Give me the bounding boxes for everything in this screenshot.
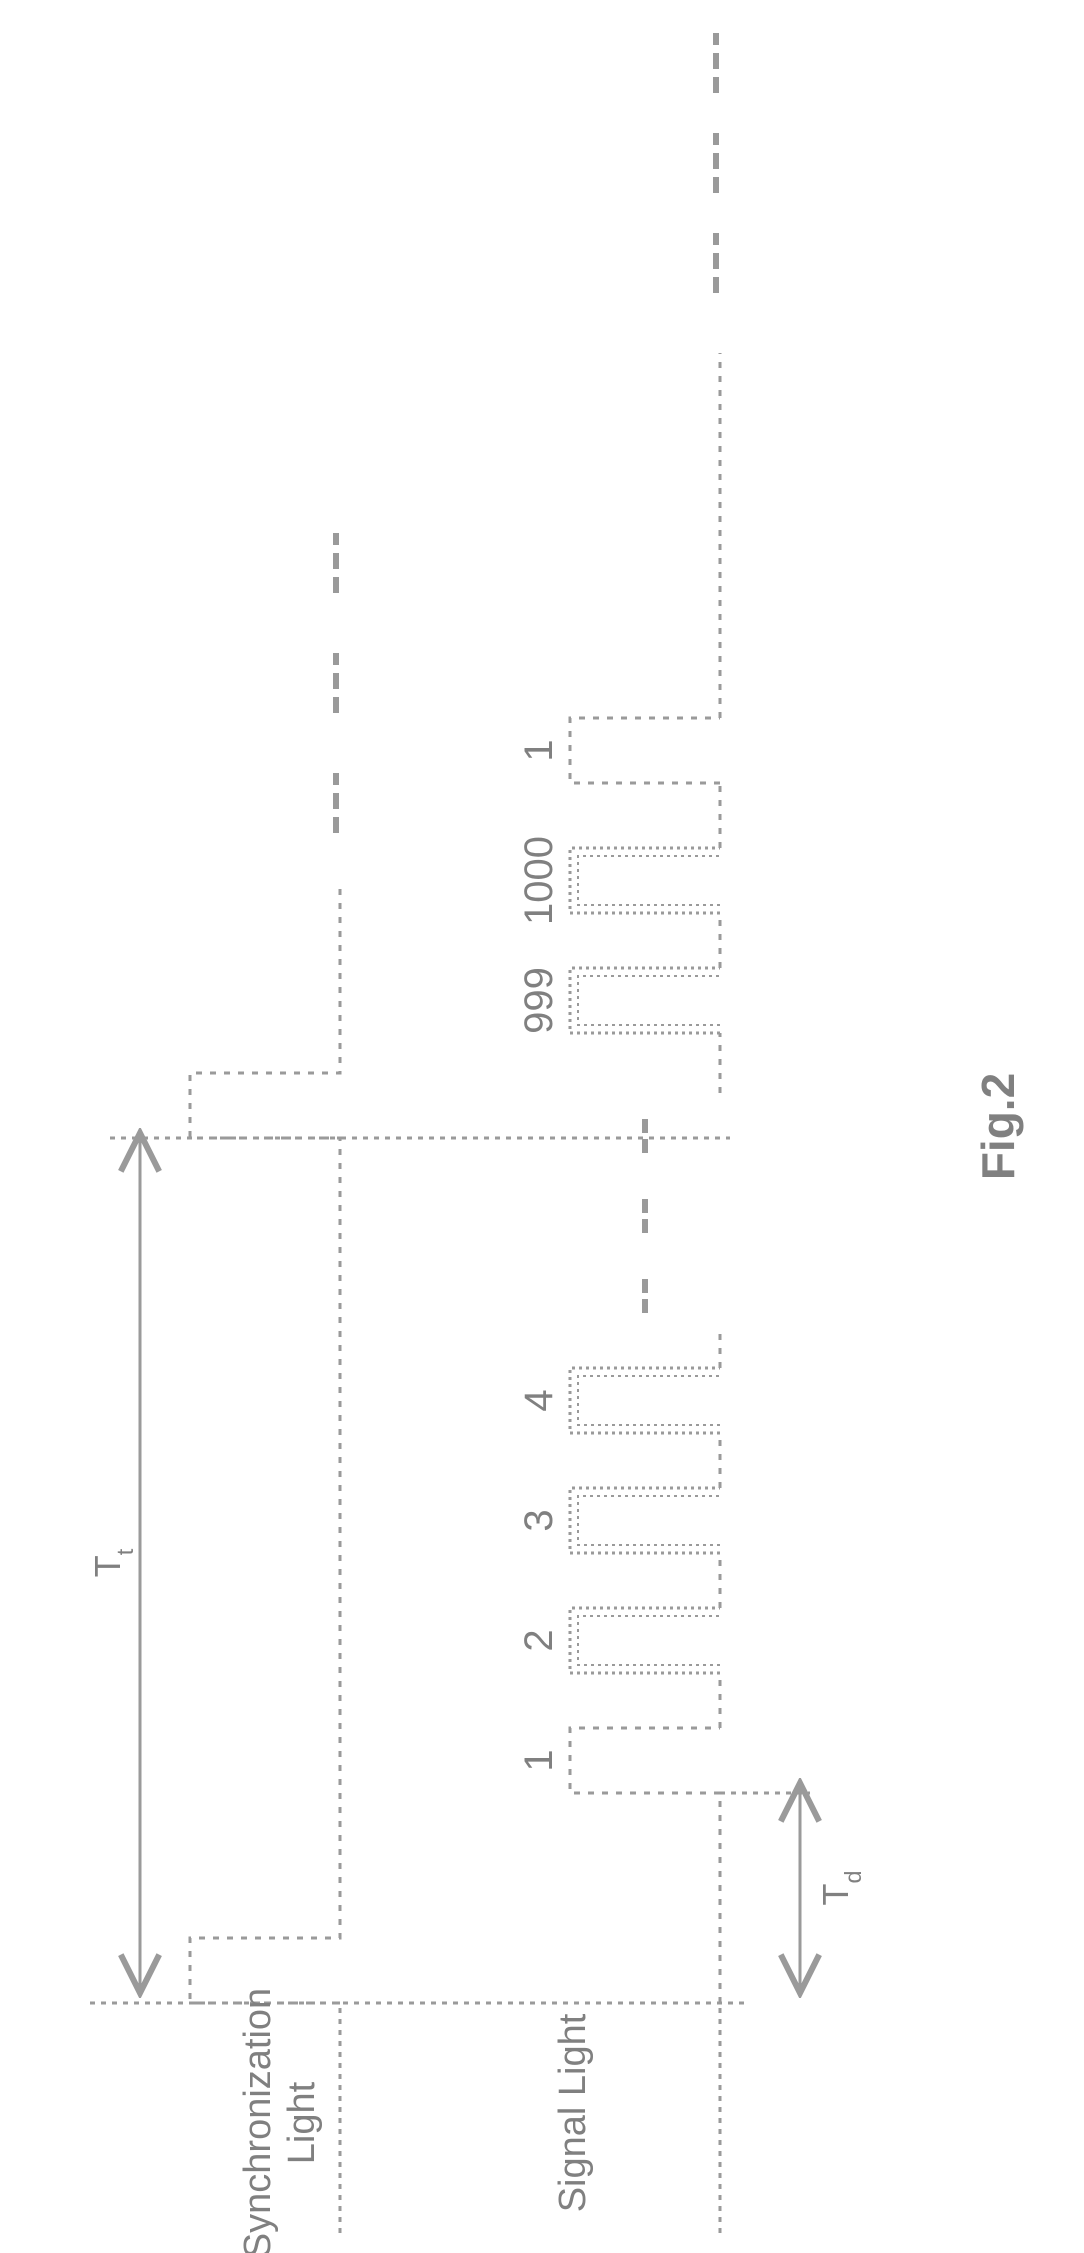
signal-pulse-index: 3 xyxy=(517,1509,561,1531)
signal-pulse-optional xyxy=(570,968,720,1033)
signal-pulse-index: 999 xyxy=(517,967,561,1034)
td-label: Td xyxy=(815,1870,866,1905)
signal-pulse-optional xyxy=(570,1488,720,1553)
signal-pulse-index: 1 xyxy=(517,739,561,761)
tt-label: Tt xyxy=(87,1548,138,1577)
signal-pulse-optional-inner xyxy=(578,1496,720,1545)
figure-caption: Fig.2 xyxy=(972,1073,1024,1180)
sync-waveform xyxy=(190,883,340,2003)
signal-light-label: Signal Light xyxy=(552,2013,594,2212)
signal-pulse-optional-inner xyxy=(578,976,720,1025)
signal-pulse-optional xyxy=(570,1608,720,1673)
signal-pulse-index: 1000 xyxy=(517,836,561,925)
signal-pulse-optional xyxy=(570,1368,720,1433)
signal-pulse-1 xyxy=(570,1728,720,2003)
signal-pulse-optional-inner xyxy=(578,1376,720,1425)
sync-light-label: SynchronizationLight xyxy=(237,1988,323,2253)
signal-pulse-optional-inner xyxy=(578,856,720,905)
signal-pulse-index: 2 xyxy=(517,1629,561,1651)
signal-pulse-index: 4 xyxy=(517,1389,561,1411)
signal-pulse-optional xyxy=(570,848,720,913)
signal-pulse-optional-inner xyxy=(578,1616,720,1665)
signal-pulse-index: 1 xyxy=(517,1749,561,1771)
signal-pulse-next-1 xyxy=(570,718,720,783)
